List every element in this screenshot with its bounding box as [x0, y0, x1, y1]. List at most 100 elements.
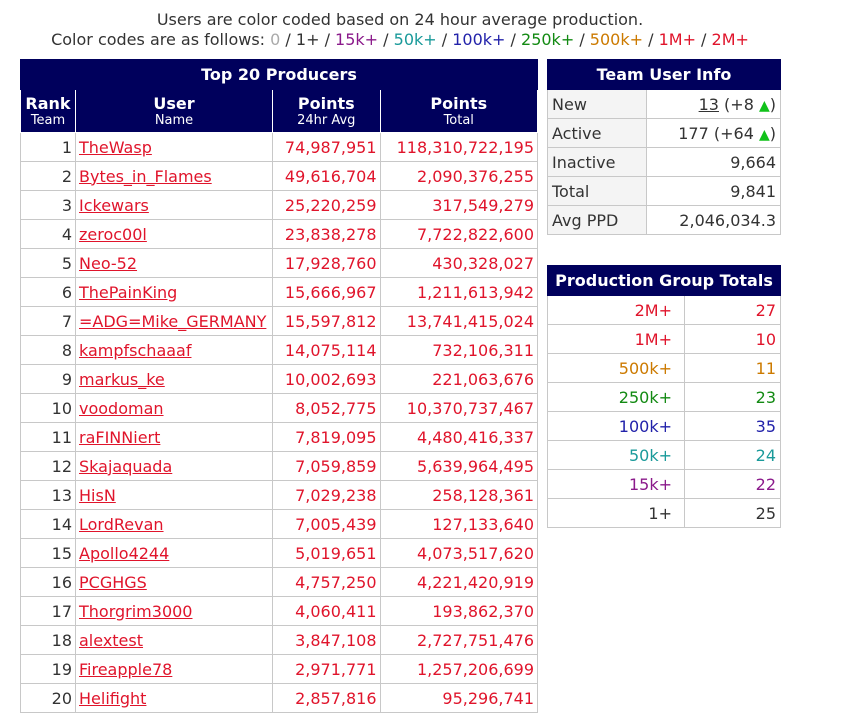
points-avg-cell: 5,019,651 [272, 538, 381, 568]
user-cell: Bytes_in_Flames [75, 161, 273, 191]
group-label: 500k+ [547, 353, 685, 383]
column-header-points-avg[interactable]: Points 24hr Avg [272, 89, 381, 133]
rank-cell: 9 [20, 364, 76, 394]
points-total-cell: 221,063,676 [379, 364, 539, 394]
user-link[interactable]: Fireapple78 [79, 659, 173, 679]
user-link[interactable]: markus_ke [79, 369, 165, 389]
user-link[interactable]: Helifight [79, 688, 147, 708]
rank-cell: 16 [20, 567, 76, 597]
production-group-totals-table: Production Group Totals 2M+ 27 1M+ 10 500k+ 1… [547, 265, 781, 528]
points-avg-cell: 17,928,760 [272, 248, 381, 278]
table-row: 17 Thorgrim3000 4,060,411 193,862,370 [20, 596, 539, 626]
user-link[interactable]: Bytes_in_Flames [79, 166, 212, 186]
rank-cell: 8 [20, 335, 76, 365]
user-link[interactable]: Ickewars [79, 195, 149, 215]
user-cell: markus_ke [75, 364, 273, 394]
column-header-points-total[interactable]: Points Total [379, 89, 539, 133]
team-info-value: 9,841 [646, 176, 781, 206]
group-count: 35 [684, 411, 781, 441]
user-link[interactable]: Apollo4244 [79, 543, 170, 563]
color-code-item: 50k+ [393, 30, 437, 49]
points-total-cell: 4,221,420,919 [379, 567, 539, 597]
user-link[interactable]: raFINNiert [79, 427, 161, 447]
table-row: 6 ThePainKing 15,666,967 1,211,613,942 [20, 277, 539, 307]
user-link[interactable]: LordRevan [79, 514, 164, 534]
points-avg-cell: 7,029,238 [272, 480, 381, 510]
column-header-rank[interactable]: Rank Team [20, 89, 76, 133]
group-label: 250k+ [547, 382, 685, 412]
points-avg-cell: 3,847,108 [272, 625, 381, 655]
points-avg-cell: 2,971,771 [272, 654, 381, 684]
table-row: 1 TheWasp 74,987,951 118,310,722,195 [20, 132, 539, 162]
user-link[interactable]: Neo-52 [79, 253, 138, 273]
group-row: 50k+ 24 [547, 440, 781, 470]
user-link[interactable]: voodoman [79, 398, 164, 418]
color-code-legend: Color codes are as follows: 0 / 1+ / 15k… [0, 30, 800, 50]
new-users-link[interactable]: 13 [698, 94, 719, 114]
user-link[interactable]: HisN [79, 485, 116, 505]
points-total-cell: 4,480,416,337 [379, 422, 539, 452]
table-row: 15 Apollo4244 5,019,651 4,073,517,620 [20, 538, 539, 568]
user-cell: kampfschaaaf [75, 335, 273, 365]
rank-cell: 15 [20, 538, 76, 568]
team-info-value: 177 (+64 ▲) [646, 118, 781, 148]
user-link[interactable]: Thorgrim3000 [79, 601, 193, 621]
user-cell: Thorgrim3000 [75, 596, 273, 626]
rank-cell: 17 [20, 596, 76, 626]
points-avg-cell: 10,002,693 [272, 364, 381, 394]
points-total-cell: 732,106,311 [379, 335, 539, 365]
points-total-cell: 1,211,613,942 [379, 277, 539, 307]
top-producers-title: Top 20 Producers [20, 59, 538, 90]
points-avg-cell: 4,060,411 [272, 596, 381, 626]
user-cell: ThePainKing [75, 277, 273, 307]
user-cell: Helifight [75, 683, 273, 713]
legend-separator: / [695, 30, 712, 49]
user-link[interactable]: TheWasp [79, 137, 152, 157]
points-total-cell: 193,862,370 [379, 596, 539, 626]
user-cell: =ADG=Mike_GERMANY [75, 306, 273, 336]
table-row: 19 Fireapple78 2,971,771 1,257,206,699 [20, 654, 539, 684]
table-row: 5 Neo-52 17,928,760 430,328,027 [20, 248, 539, 278]
points-avg-cell: 15,666,967 [272, 277, 381, 307]
production-group-totals-title: Production Group Totals [547, 265, 781, 296]
rank-cell: 11 [20, 422, 76, 452]
group-label: 15k+ [547, 469, 685, 499]
rank-cell: 14 [20, 509, 76, 539]
table-row: 9 markus_ke 10,002,693 221,063,676 [20, 364, 539, 394]
legend-separator: / [280, 30, 296, 49]
points-avg-cell: 4,757,250 [272, 567, 381, 597]
color-code-item: 100k+ [452, 30, 506, 49]
user-link[interactable]: PCGHGS [79, 572, 147, 592]
user-link[interactable]: =ADG=Mike_GERMANY [79, 311, 267, 331]
rank-cell: 2 [20, 161, 76, 191]
top-producers-table: Top 20 Producers Rank Team User Name Point… [20, 59, 539, 713]
column-header-user[interactable]: User Name [75, 89, 273, 133]
up-arrow-icon: ▲ [758, 126, 770, 143]
group-count: 25 [684, 498, 781, 528]
legend-separator: / [436, 30, 453, 49]
group-count: 22 [684, 469, 781, 499]
legend-separator: / [574, 30, 590, 49]
points-total-cell: 13,741,415,024 [379, 306, 539, 336]
table-row: 18 alextest 3,847,108 2,727,751,476 [20, 625, 539, 655]
points-avg-cell: 2,857,816 [272, 683, 381, 713]
user-link[interactable]: kampfschaaaf [79, 340, 192, 360]
group-count: 11 [684, 353, 781, 383]
points-total-cell: 2,090,376,255 [379, 161, 539, 191]
user-link[interactable]: alextest [79, 630, 144, 650]
color-code-item: 500k+ [589, 30, 644, 49]
color-code-item: 1M+ [658, 30, 696, 49]
user-cell: Fireapple78 [75, 654, 273, 684]
rank-cell: 20 [20, 683, 76, 713]
points-avg-cell: 74,987,951 [272, 132, 381, 162]
color-code-item: 0 [270, 30, 281, 49]
user-link[interactable]: ThePainKing [79, 282, 178, 302]
team-info-value: 9,664 [646, 147, 781, 177]
user-link[interactable]: Skajaquada [79, 456, 173, 476]
points-total-cell: 2,727,751,476 [379, 625, 539, 655]
rank-cell: 12 [20, 451, 76, 481]
points-total-cell: 430,328,027 [379, 248, 539, 278]
rank-cell: 10 [20, 393, 76, 423]
group-count: 27 [684, 295, 781, 325]
user-link[interactable]: zeroc00l [79, 224, 147, 244]
